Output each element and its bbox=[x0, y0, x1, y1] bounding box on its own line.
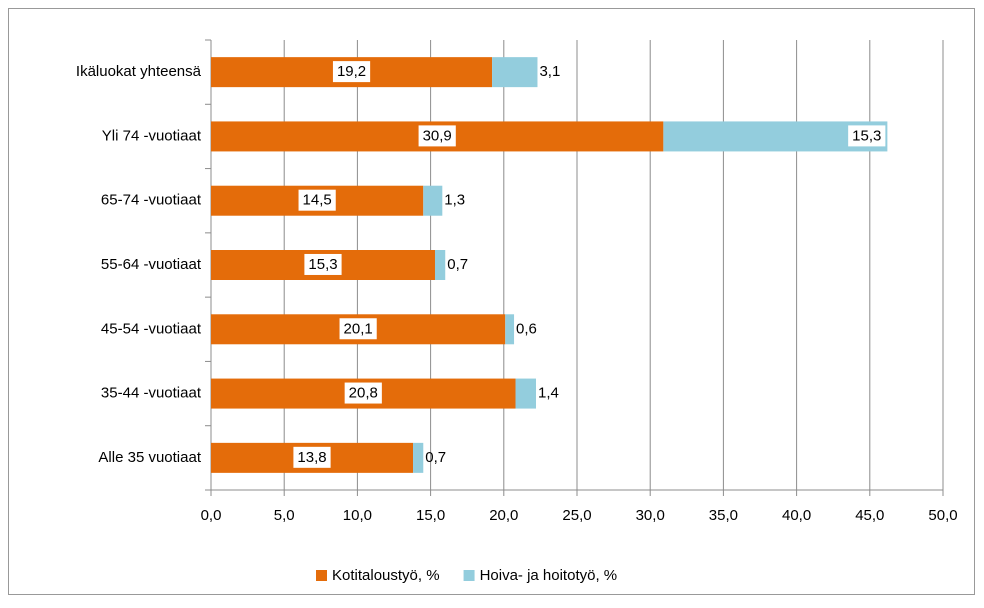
bar bbox=[434, 250, 446, 280]
y-tick-label: 55-64 -vuotiaat bbox=[101, 256, 202, 273]
bar bbox=[492, 57, 538, 88]
x-tick-label: 30,0 bbox=[636, 507, 665, 524]
data-label: 19,2 bbox=[337, 63, 366, 80]
bar bbox=[515, 378, 537, 409]
data-label-bg bbox=[298, 189, 336, 211]
x-tick-label: 40,0 bbox=[782, 507, 811, 524]
data-label: 15,3 bbox=[852, 127, 881, 144]
bar bbox=[423, 185, 443, 216]
data-label-bg bbox=[293, 446, 331, 468]
y-tick-label: Ikäluokat yhteensä bbox=[76, 63, 202, 80]
data-label-bg bbox=[339, 318, 377, 340]
y-tick-label: Alle 35 vuotiaat bbox=[98, 449, 201, 466]
data-label: 0,6 bbox=[516, 320, 537, 337]
data-label-bg bbox=[344, 382, 382, 404]
y-tick-label: Yli 74 -vuotiaat bbox=[102, 127, 202, 144]
x-tick-label: 50,0 bbox=[928, 507, 957, 524]
x-tick-label: 0,0 bbox=[201, 507, 222, 524]
x-tick-label: 5,0 bbox=[274, 507, 295, 524]
x-tick-label: 20,0 bbox=[489, 507, 518, 524]
y-tick-label: 35-44 -vuotiaat bbox=[101, 385, 202, 402]
legend-label: Kotitaloustyö, % bbox=[332, 567, 440, 584]
data-label: 14,5 bbox=[303, 192, 332, 209]
data-label: 30,9 bbox=[423, 127, 452, 144]
y-tick-label: 45-54 -vuotiaat bbox=[101, 320, 202, 337]
x-tick-label: 35,0 bbox=[709, 507, 738, 524]
x-tick-label: 10,0 bbox=[343, 507, 372, 524]
data-label-bg bbox=[418, 125, 456, 147]
data-label: 20,1 bbox=[344, 320, 373, 337]
data-label-bg bbox=[848, 125, 886, 147]
data-label-bg bbox=[332, 61, 371, 83]
data-label: 3,1 bbox=[539, 63, 560, 80]
data-label: 0,7 bbox=[425, 449, 446, 466]
y-tick-label: 65-74 -vuotiaat bbox=[101, 192, 202, 209]
legend-swatch bbox=[463, 570, 475, 581]
bar bbox=[413, 442, 424, 473]
data-label: 0,7 bbox=[447, 256, 468, 273]
legend-label: Hoiva- ja hoitotyö, % bbox=[480, 567, 618, 584]
data-label-bg bbox=[304, 253, 342, 275]
data-label: 20,8 bbox=[349, 385, 378, 402]
x-tick-label: 15,0 bbox=[416, 507, 445, 524]
bar bbox=[505, 314, 515, 345]
data-label: 1,3 bbox=[444, 192, 465, 209]
x-tick-label: 45,0 bbox=[855, 507, 884, 524]
legend-swatch bbox=[316, 570, 327, 581]
data-label: 1,4 bbox=[538, 385, 559, 402]
data-label: 15,3 bbox=[308, 256, 337, 273]
data-label: 13,8 bbox=[297, 449, 326, 466]
chart-border bbox=[8, 8, 975, 595]
x-tick-label: 25,0 bbox=[562, 507, 591, 524]
